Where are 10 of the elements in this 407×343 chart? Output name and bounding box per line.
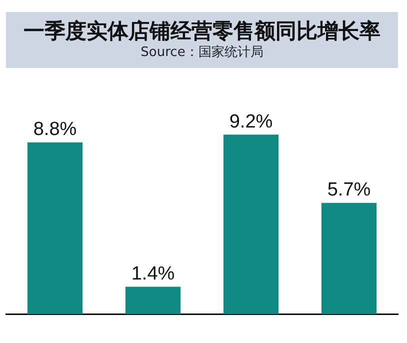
bar	[125, 286, 181, 314]
data-label: 5.7%	[327, 180, 371, 201]
chart-subtitle: Source：国家统计局	[140, 44, 264, 62]
bar	[27, 142, 83, 314]
data-label: 8.8%	[33, 119, 77, 140]
data-label: 1.4%	[131, 263, 175, 284]
data-label: 9.2%	[229, 111, 273, 132]
chart-title: 一季度实体店铺经营零售额同比增长率	[22, 18, 382, 44]
bar	[223, 134, 279, 314]
bar	[321, 202, 377, 314]
